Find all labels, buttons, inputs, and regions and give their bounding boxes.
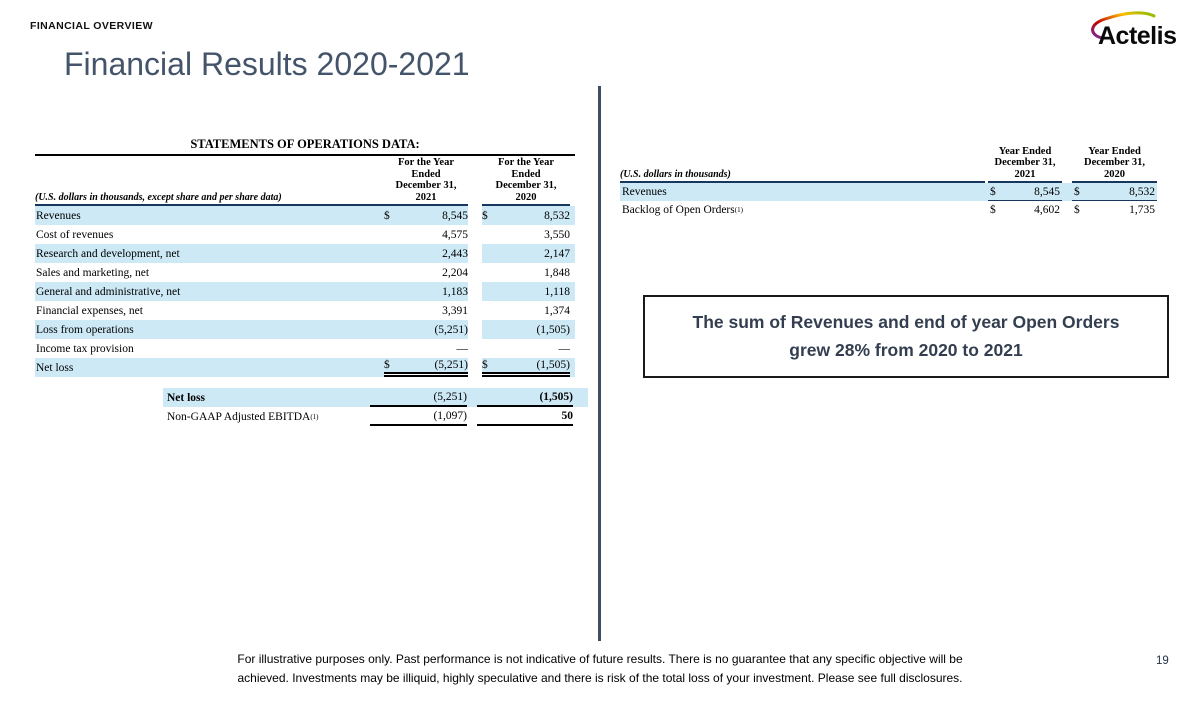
table-row-revenues: Revenues $8,545 $8,532 <box>620 183 1157 201</box>
growth-callout-text: The sum of Revenues and end of year Open… <box>692 312 1120 360</box>
growth-callout-box: The sum of Revenues and end of year Open… <box>643 295 1169 378</box>
orders-col-header-2020: Year Ended December 31, 2020 <box>1083 145 1146 180</box>
page-number: 19 <box>1156 655 1169 667</box>
table-row: Sales and marketing, net 2,204 1,848 <box>36 266 570 279</box>
disclaimer-text: For illustrative purposes only. Past per… <box>237 652 963 686</box>
table-row: Financial expenses, net 3,391 1,374 <box>36 304 570 317</box>
ops-col-header-2020: For the Year Ended December 31, 2020 <box>495 157 557 203</box>
operations-table-title: STATEMENTS OF OPERATIONS DATA: <box>35 137 575 156</box>
section-eyebrow: FINANCIAL OVERVIEW <box>30 20 153 32</box>
orders-col-header-2021: Year Ended December 31, 2021 <box>994 145 1056 180</box>
actelis-logo: Actelis <box>1086 8 1190 52</box>
operations-table: STATEMENTS OF OPERATIONS DATA: (U.S. dol… <box>35 137 575 377</box>
operations-table-header: (U.S. dollars in thousands, except share… <box>35 156 575 206</box>
page-title: Financial Results 2020-2021 <box>64 46 470 82</box>
table-row: General and administrative, net 1,183 1,… <box>35 282 575 301</box>
summary-table: Net loss (5,251) (1,505) Non-GAAP Adjust… <box>163 388 588 426</box>
ops-col-header-2021: For the Year Ended December 31, 2021 <box>395 157 457 203</box>
orders-table-header: (U.S. dollars in thousands) Year Ended D… <box>620 140 1157 183</box>
table-row: Research and development, net 2,443 2,14… <box>35 244 575 263</box>
table-row: Cost of revenues 4,575 3,550 <box>36 228 570 241</box>
table-row: Revenues $8,545 $8,532 <box>35 206 575 225</box>
orders-table: (U.S. dollars in thousands) Year Ended D… <box>620 140 1157 219</box>
vertical-divider <box>598 86 601 641</box>
logo-swoosh-icon <box>1091 11 1156 40</box>
table-row-net-loss: Net loss $ (5,251) $ (1,505) <box>35 358 575 377</box>
logo-wordmark: Actelis <box>1098 22 1177 50</box>
table-row: Loss from operations (5,251) (1,505) <box>35 320 575 339</box>
table-row-ebitda: Non-GAAP Adjusted EBITDA (1) (1,097) 50 <box>163 407 588 426</box>
table-row-backlog: Backlog of Open Orders (1) $4,602 $1,735 <box>622 204 1155 216</box>
ops-unit-note: (U.S. dollars in thousands, except share… <box>35 192 282 203</box>
table-row-net-loss-summary: Net loss (5,251) (1,505) <box>163 388 588 407</box>
orders-unit-note: (U.S. dollars in thousands) <box>620 169 731 180</box>
table-row: Income tax provision — — <box>36 342 570 355</box>
